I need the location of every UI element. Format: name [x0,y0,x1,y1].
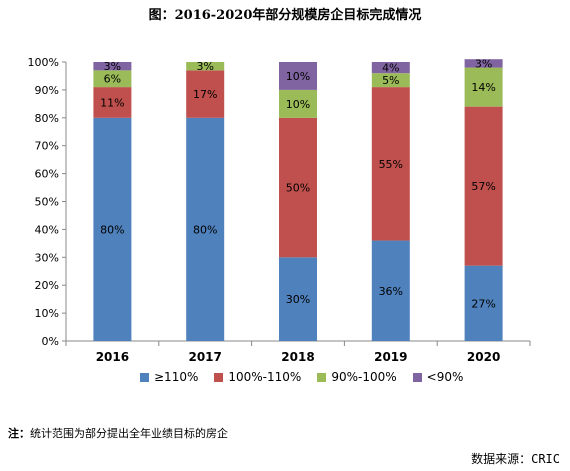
bar-segment [279,89,317,118]
bar-segment [464,106,503,266]
bar-segment [93,70,132,88]
y-tick-label: 70% [35,140,59,153]
x-tick-label: 2020 [467,350,500,364]
x-tick-label: 2016 [96,350,129,364]
legend-item-90-100: 90%-100% [317,370,397,384]
data-label: 80% [100,223,124,236]
y-tick-label: 30% [35,251,59,264]
bar-segment [279,62,317,90]
y-tick-label: 60% [35,168,59,181]
bar-segment [93,87,132,118]
legend-item-lt90: <90% [412,370,464,384]
data-label: 10% [286,70,310,83]
legend-swatch-lt90 [412,372,422,382]
bar-segment [279,117,317,258]
data-label: 14% [471,81,495,94]
bar-segment [186,70,225,118]
footnote: 注：统计范围为部分提出全年业绩目标的房企 [8,425,228,441]
legend-label-lt90: <90% [426,370,464,384]
data-label: 10% [286,98,310,111]
legend-swatch-90-100 [317,372,327,382]
bar-segment [464,59,503,68]
data-label: 3% [196,60,213,73]
bar-segment [464,265,503,341]
bar-segment [93,117,132,341]
data-label: 11% [100,96,124,109]
y-tick-label: 80% [35,112,59,125]
bar-segment [279,257,317,341]
bar-segment [464,67,503,107]
footnote-label: 注： [8,427,30,440]
chart-title: 图：2016-2020年部分规模房企目标完成情况 [148,8,422,23]
bar-segment [371,240,410,341]
bar-segment [93,62,132,71]
chart-legend: ≥110% 100%-110% 90%-100% <90% [140,370,463,384]
data-label: 55% [379,158,403,171]
data-source: 数据来源：CRIC [471,452,560,466]
data-label: 6% [104,73,121,86]
y-tick-label: 40% [35,223,59,236]
data-label: 80% [193,223,217,236]
x-tick-label: 2018 [281,350,314,364]
legend-item-ge110: ≥110% [140,370,198,384]
data-label: 3% [475,57,492,70]
data-label: 50% [286,182,310,195]
bar-segment [186,62,225,71]
y-tick-label: 0% [42,335,59,348]
legend-label-100-110: 100%-110% [228,370,302,384]
legend-label-ge110: ≥110% [154,370,199,384]
legend-swatch-100-110 [214,372,224,382]
bar-segment [371,73,410,88]
y-tick-label: 10% [35,307,59,320]
x-tick-label: 2019 [374,350,407,364]
data-label: 17% [193,88,217,101]
data-label: 57% [471,180,495,193]
data-label: 3% [104,60,121,73]
legend-label-90-100: 90%-100% [331,370,397,384]
bar-segment [371,62,410,74]
y-tick-label: 100% [28,56,59,69]
legend-swatch-ge110 [140,372,149,382]
bar-segment [371,87,410,241]
footnote-text: 统计范围为部分提出全年业绩目标的房企 [30,427,228,440]
y-tick-label: 20% [35,279,59,292]
bar-segment [186,117,225,341]
data-label: 27% [471,297,495,310]
data-label: 36% [379,285,403,298]
data-label: 5% [382,74,399,87]
y-tick-label: 50% [35,196,59,209]
data-label: 30% [286,293,310,306]
legend-item-100-110: 100%-110% [214,370,301,384]
y-tick-label: 90% [35,84,59,97]
data-label: 4% [382,62,399,75]
x-tick-label: 2017 [188,350,221,364]
